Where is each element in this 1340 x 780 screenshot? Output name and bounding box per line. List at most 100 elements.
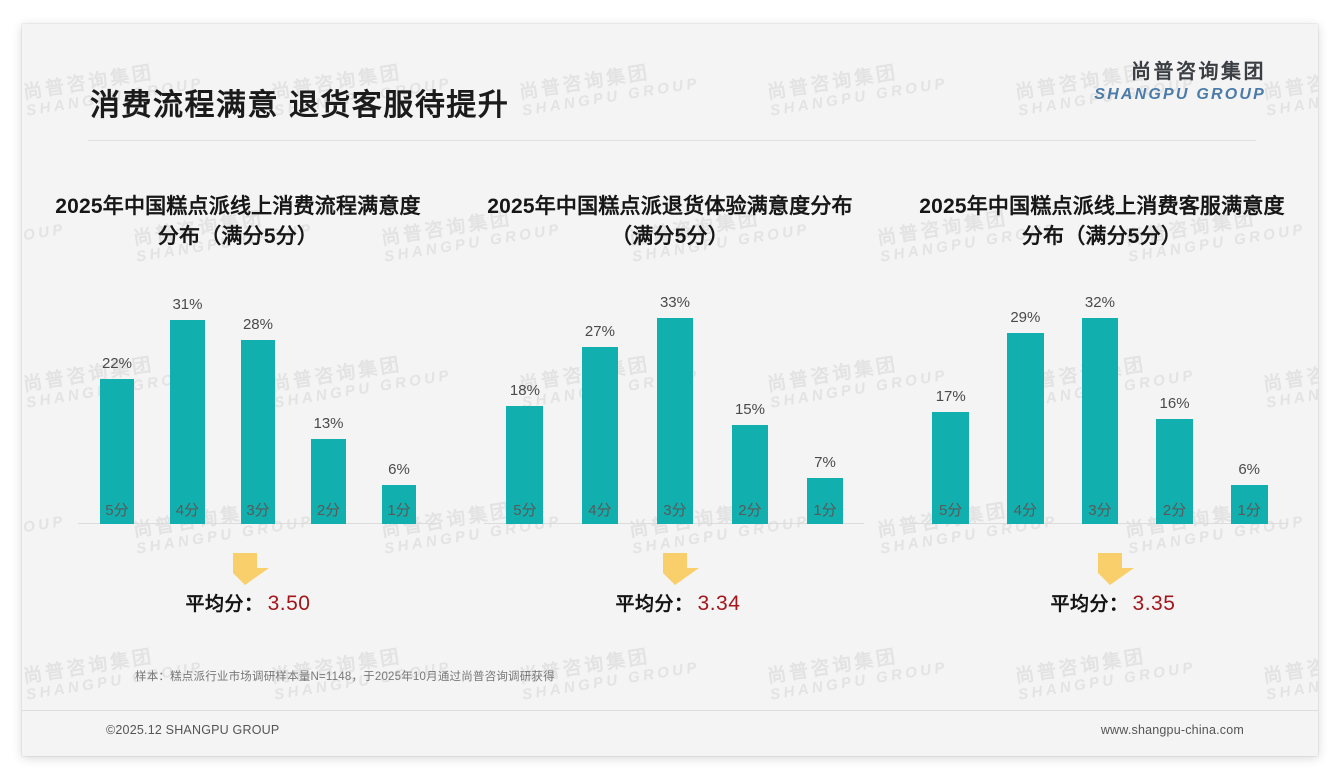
bar-value-label: 15% xyxy=(734,401,765,419)
logo-chinese-text: 尚普咨询集团 xyxy=(1131,61,1266,83)
bar-category-label: 2分 xyxy=(316,502,341,519)
arrow-down-icon xyxy=(232,553,269,585)
bar-column: 17% 5分 xyxy=(918,294,984,524)
chart-panel-2: 2025年中国糕点派退货体验满意度分布（满分5分） 18% 5分 27% 4分 33% 3… xyxy=(454,174,886,674)
bar-rect[interactable] xyxy=(99,379,135,524)
bar-group-1: 22% 5分 31% 4分 28% 3分 13% 2分 6% 1分 xyxy=(86,294,430,524)
bar-chart-2: 18% 5分 27% 4分 33% 3分 15% 2分 7% 1分 xyxy=(483,294,864,554)
bar-rect[interactable] xyxy=(806,478,844,524)
bar-value-label: 6% xyxy=(388,460,410,478)
average-label-2: 平均分： xyxy=(615,594,694,615)
footer-divider xyxy=(22,710,1318,711)
average-text-3: 平均分： 3.35 xyxy=(908,589,1318,616)
bar-category-label: 3分 xyxy=(663,502,687,519)
bar-category-label: 1分 xyxy=(387,502,411,519)
chart-title-2: 2025年中国糕点派退货体验满意度分布（满分5分） xyxy=(487,195,853,249)
bar-column: 6% 1分 xyxy=(1216,294,1282,524)
average-text-2: 平均分： 3.34 xyxy=(470,589,886,616)
bar-column: 28% 3分 xyxy=(227,294,289,524)
bar-value-label: 27% xyxy=(584,322,615,340)
bar-value-label: 31% xyxy=(172,296,203,314)
bar-category-label: 3分 xyxy=(246,502,270,519)
bar-rect[interactable] xyxy=(170,320,205,524)
bar-rect[interactable] xyxy=(1230,484,1268,524)
bar-column: 6% 1分 xyxy=(368,294,430,524)
bar-group-3: 17% 5分 29% 4分 32% 3分 16% 2分 6% 1分 xyxy=(918,294,1282,524)
bar-category-label: 3分 xyxy=(1088,502,1112,519)
average-value-1: 3.50 xyxy=(267,592,311,615)
bar-value-label: 29% xyxy=(1010,309,1041,327)
header-divider xyxy=(88,140,1256,141)
source-note: 样本：糕点派行业市场调研样本量N=1148，于2025年10月通过尚普咨询调研获… xyxy=(135,671,555,683)
page-title: 消费流程满意 退货客服待提升 xyxy=(90,89,510,122)
bar-category-label: 4分 xyxy=(175,502,200,519)
bar-rect[interactable] xyxy=(731,425,769,524)
bar-chart-1: 22% 5分 31% 4分 28% 3分 13% 2分 6% 1分 xyxy=(78,294,436,554)
bar-column: 29% 4分 xyxy=(993,294,1059,524)
bar-rect[interactable] xyxy=(311,438,346,524)
average-value-2: 3.34 xyxy=(697,592,741,615)
chart-panel-3: 2025年中国糕点派线上消费客服满意度分布（满分5分） 17% 5分 29% 4分 32… xyxy=(886,174,1318,674)
bar-column: 15% 2分 xyxy=(717,294,783,524)
bar-category-label: 1分 xyxy=(1237,502,1261,519)
bar-category-label: 4分 xyxy=(1013,502,1037,519)
slide-canvas: 尚普咨询集团 SHANGPU GROUP 尚普咨询集团 SHANGPU GROUP 尚普… xyxy=(22,24,1318,756)
logo-english-text: SHANGPU GROUP xyxy=(1094,86,1266,103)
bar-value-label: 28% xyxy=(242,316,273,333)
bar-column: 31% 4分 xyxy=(157,294,219,524)
bar-rect[interactable] xyxy=(1081,318,1119,524)
bar-rect[interactable] xyxy=(932,412,970,524)
bar-column: 22% 5分 xyxy=(86,294,148,524)
bar-rect[interactable] xyxy=(1006,333,1044,524)
bar-value-label: 33% xyxy=(659,294,690,311)
footer-website[interactable]: www.shangpu-china.com xyxy=(1100,723,1244,737)
bar-value-label: 7% xyxy=(814,454,836,471)
bar-column: 33% 3分 xyxy=(642,294,708,524)
bar-value-label: 17% xyxy=(935,388,966,406)
bar-rect[interactable] xyxy=(656,318,694,524)
average-annotation-1: 平均分： 3.50 xyxy=(22,551,454,616)
average-value-3: 3.35 xyxy=(1132,592,1176,615)
bar-column: 7% 1分 xyxy=(792,294,858,524)
average-annotation-3: 平均分： 3.35 xyxy=(886,551,1318,616)
footer-copyright: ©2025.12 SHANGPU GROUP xyxy=(106,723,280,737)
charts-container: 2025年中国糕点派线上消费流程满意度分布（满分5分） 22% 5分 31% 4分 28… xyxy=(22,174,1318,674)
chart-title-1: 2025年中国糕点派线上消费流程满意度分布（满分5分） xyxy=(55,195,421,249)
bar-rect[interactable] xyxy=(581,346,619,524)
average-label-1: 平均分： xyxy=(185,594,264,615)
average-text-1: 平均分： 3.50 xyxy=(42,589,454,616)
bar-category-label: 5分 xyxy=(105,502,129,519)
bar-value-label: 16% xyxy=(1159,394,1190,412)
average-label-3: 平均分： xyxy=(1050,594,1129,615)
bar-category-label: 5分 xyxy=(513,502,537,519)
bar-category-label: 5分 xyxy=(939,502,963,519)
bar-rect[interactable] xyxy=(240,340,276,524)
bar-value-label: 13% xyxy=(313,414,344,432)
arrow-down-icon xyxy=(662,553,699,585)
slide-footer: ©2025.12 SHANGPU GROUP www.shangpu-china… xyxy=(22,711,1318,756)
bar-value-label: 18% xyxy=(509,381,540,399)
bar-rect[interactable] xyxy=(506,405,544,524)
bar-category-label: 4分 xyxy=(588,502,612,519)
bar-category-label: 2分 xyxy=(738,502,762,519)
bar-value-label: 22% xyxy=(101,355,132,373)
bar-value-label: 32% xyxy=(1084,294,1115,311)
company-logo: 尚普咨询集团 SHANGPU GROUP xyxy=(1094,60,1266,104)
bar-column: 13% 2分 xyxy=(298,294,360,524)
arrow-down-icon xyxy=(1097,553,1134,585)
average-annotation-2: 平均分： 3.34 xyxy=(454,551,886,616)
bar-value-label: 6% xyxy=(1238,460,1260,478)
bar-rect[interactable] xyxy=(1156,418,1193,524)
bar-column: 16% 2分 xyxy=(1142,294,1208,524)
bar-column: 27% 4分 xyxy=(567,294,633,524)
slide-header: 消费流程满意 退货客服待提升 尚普咨询集团 SHANGPU GROUP xyxy=(22,24,1318,122)
bar-column: 32% 3分 xyxy=(1067,294,1133,524)
bar-group-2: 18% 5分 27% 4分 33% 3分 15% 2分 7% 1分 xyxy=(492,294,858,524)
chart-panel-1: 2025年中国糕点派线上消费流程满意度分布（满分5分） 22% 5分 31% 4分 28… xyxy=(22,174,454,674)
bar-column: 18% 5分 xyxy=(492,294,558,524)
chart-title-3: 2025年中国糕点派线上消费客服满意度分布（满分5分） xyxy=(919,195,1285,249)
bar-category-label: 2分 xyxy=(1162,502,1187,519)
bar-category-label: 1分 xyxy=(813,502,837,519)
bar-chart-3: 17% 5分 29% 4分 32% 3分 16% 2分 6% 1分 xyxy=(909,294,1288,554)
bar-rect[interactable] xyxy=(381,484,417,524)
